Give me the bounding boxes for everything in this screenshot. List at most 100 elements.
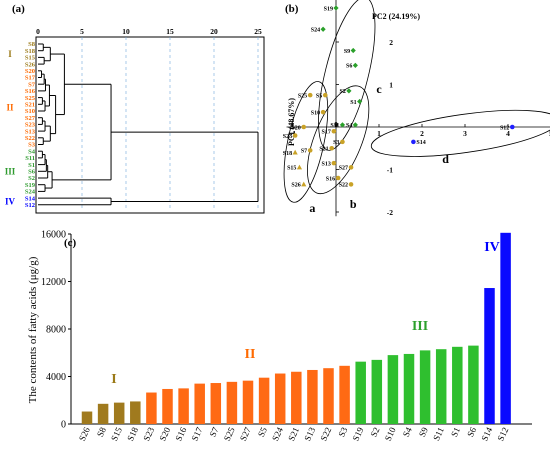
bar-y-tick-label: 12000: [41, 277, 66, 288]
pca-point-label: S16: [326, 176, 335, 182]
dendrogram-leaf-S22: S22: [25, 135, 35, 142]
dendrogram-frame: [35, 36, 265, 214]
bar-S7: [210, 383, 222, 424]
bar-category-label: S27: [238, 425, 253, 442]
pca-y-tick-label: 1: [389, 81, 393, 90]
bar-S3: [339, 365, 350, 424]
dendrogram-leaf-S10: S10: [25, 108, 35, 115]
bar-S15: [113, 402, 125, 424]
bar-S21: [291, 371, 302, 424]
dendrogram-gridlines: [81, 37, 259, 211]
pca-point-marker: [348, 165, 354, 170]
bar-S5: [258, 377, 270, 424]
dendrogram-tick-label: 25: [254, 27, 262, 36]
pca-point-marker: [339, 122, 346, 128]
pca-ellipse-label-a: a: [309, 201, 315, 215]
pca-ellipse: [283, 81, 329, 203]
bar-category-label: S12: [495, 426, 510, 443]
pca-point-marker: [331, 128, 337, 134]
bar-category-label: S8: [95, 425, 108, 438]
bar-category-label: S7: [208, 425, 221, 438]
pca-point-label: S6: [346, 64, 352, 70]
bar-panel: (c) The contents of fatty acids (μg/g) 0…: [27, 230, 532, 443]
dendrogram-panel: (a) 0 5 10 15 20 25 S8S18S15S26S20S17S7S16S25…: [5, 3, 265, 214]
bar-S24: [274, 373, 286, 424]
bar-category-label: S20: [157, 425, 172, 442]
dendrogram-leaf-S12: S12: [25, 202, 35, 209]
pca-y-tick-label: -2: [387, 208, 393, 217]
bar-S19: [355, 361, 366, 424]
pca-panel: (b) PC2 (24.19%) PC1 (48.67%) -1012345-2…: [283, 0, 550, 217]
panel-label-b: (b): [285, 3, 299, 15]
pca-point-marker: [510, 124, 515, 130]
pca-point-marker: [301, 124, 307, 130]
dendrogram-leaf-S18: S18: [25, 48, 36, 55]
pca-point-label: S11: [330, 123, 339, 129]
pca-point-marker: [301, 181, 307, 187]
pca-point-marker: [350, 47, 356, 54]
dendrogram-leaf-S16: S16: [25, 88, 36, 95]
dendrogram-cluster-IV: IV: [5, 196, 16, 206]
pca-x-tick-label: 3: [463, 129, 467, 138]
dendrogram-leaf-S19: S19: [25, 182, 36, 189]
pca-point-marker: [320, 109, 326, 115]
pca-point-marker: [292, 133, 298, 138]
bar-category-label: S10: [383, 425, 398, 442]
bar-category-label: S19: [351, 425, 366, 442]
bar-S11: [435, 349, 447, 424]
bar-group-label-I: I: [111, 372, 116, 387]
bar-category-label: S16: [173, 425, 188, 442]
pca-point-marker: [320, 26, 326, 32]
pca-y-tick-label: 2: [389, 38, 393, 47]
pca-point-label: S20: [291, 125, 300, 131]
bar-category-label: S11: [431, 426, 446, 443]
pca-point-label: S21: [319, 147, 328, 153]
pca-point-label: S9: [344, 49, 350, 55]
dendrogram-cluster-I: I: [8, 49, 12, 59]
dendrogram-tick-label: 5: [80, 27, 84, 36]
bar-category-label: S24: [270, 425, 285, 442]
bar-S26: [81, 411, 93, 424]
pca-x-tick-label: 0: [334, 120, 338, 129]
pca-ellipse: [307, 85, 370, 195]
bar-category-label: S1: [449, 426, 462, 439]
dendrogram-leaf-S20: S20: [25, 68, 35, 75]
pca-point-marker: [348, 182, 354, 187]
bar-y-tick-label: 16000: [41, 230, 66, 241]
bar-S27: [242, 380, 254, 424]
bar-S6: [468, 345, 479, 424]
dendrogram-cluster-II: II: [6, 103, 14, 113]
bar-S17: [194, 383, 205, 424]
pca-point-label: S27: [339, 166, 348, 172]
bar-S13: [307, 369, 318, 424]
pca-point-marker: [340, 139, 345, 145]
bar-S14: [484, 288, 495, 424]
dendrogram-leaf-S25: S25: [25, 95, 36, 102]
bar-category-label: S26: [77, 425, 92, 442]
bar-category-label: S22: [318, 426, 333, 443]
dendrogram-leaf-labels: S8S18S15S26S20S17S7S16S25S21S10S27S23S13…: [25, 41, 36, 209]
pca-x-tick-label: -1: [290, 129, 296, 138]
pca-point-label: S19: [324, 6, 333, 12]
bar-category-label: S5: [256, 425, 269, 438]
bar-S20: [162, 388, 173, 424]
pca-point-marker: [292, 149, 298, 155]
pca-point-label: S15: [287, 166, 296, 172]
pca-point-label: S4: [346, 123, 352, 129]
dendrogram-leaf-S6: S6: [28, 169, 36, 176]
dendrogram-leaf-S17: S17: [25, 75, 36, 82]
bar-category-label: S15: [109, 425, 124, 442]
pca-point-label: S24: [311, 28, 320, 34]
pca-point-label: S17: [322, 130, 331, 136]
pca-x-tick-label: 2: [420, 129, 424, 138]
pca-ylabel: PC1 (48.67%): [287, 98, 296, 146]
pca-point-marker: [307, 92, 313, 98]
panel-label-c: (c): [64, 237, 77, 249]
pca-ellipse-label-b: b: [350, 197, 357, 211]
pca-point-label: S25: [298, 93, 307, 99]
pca-point-marker: [411, 139, 416, 145]
bar-S25: [226, 381, 238, 424]
bar-S8: [97, 403, 109, 424]
dendrogram-leaf-S15: S15: [25, 55, 36, 62]
